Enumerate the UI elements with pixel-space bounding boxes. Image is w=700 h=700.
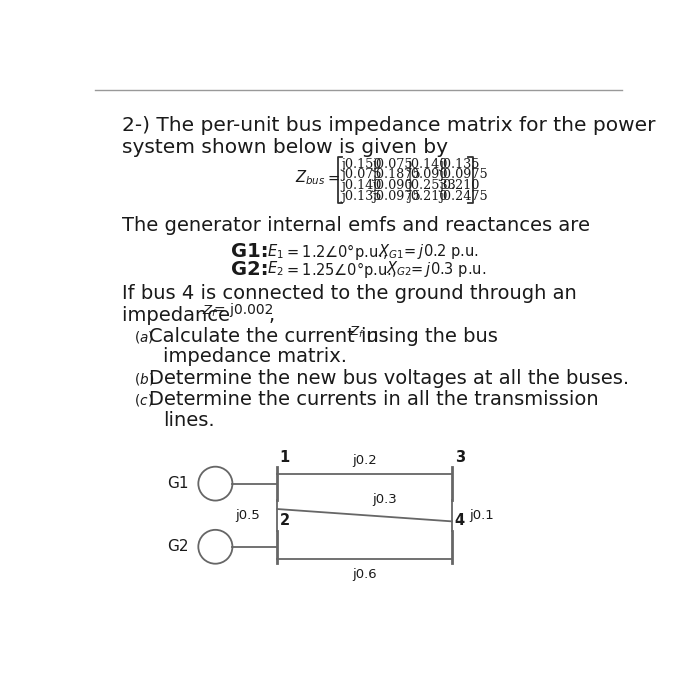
- Text: 3: 3: [455, 450, 465, 466]
- Text: If bus 4 is connected to the ground through an: If bus 4 is connected to the ground thro…: [122, 284, 577, 303]
- Text: j0.140: j0.140: [407, 158, 447, 171]
- Text: j0.210: j0.210: [440, 179, 480, 192]
- Text: Determine the currents in all the transmission: Determine the currents in all the transm…: [148, 391, 598, 409]
- Text: G1: G1: [167, 476, 189, 491]
- Text: j0.0975: j0.0975: [372, 190, 421, 203]
- Text: G2: G2: [167, 539, 189, 554]
- Text: 2-) The per-unit bus impedance matrix for the power: 2-) The per-unit bus impedance matrix fo…: [122, 116, 656, 135]
- Text: 4: 4: [455, 513, 465, 528]
- Text: Calculate the current in: Calculate the current in: [148, 326, 385, 346]
- Text: j0.0975: j0.0975: [440, 169, 488, 181]
- Text: j0.090: j0.090: [372, 179, 413, 192]
- Text: j0.2475: j0.2475: [440, 190, 488, 203]
- Text: impedance matrix.: impedance matrix.: [163, 347, 347, 366]
- Text: j0.075: j0.075: [342, 169, 382, 181]
- Text: j0.090: j0.090: [407, 169, 447, 181]
- Text: j0.135: j0.135: [342, 190, 382, 203]
- Text: $Z_f$: $Z_f$: [349, 325, 365, 340]
- Text: j0.150: j0.150: [342, 158, 382, 171]
- Text: 2: 2: [280, 513, 290, 528]
- Text: $X_{G1}$: $X_{G1}$: [378, 242, 404, 260]
- Text: G1:: G1:: [231, 242, 268, 261]
- Text: $E_2$: $E_2$: [267, 260, 284, 279]
- Text: $X_{G2}$: $X_{G2}$: [386, 260, 412, 279]
- Text: $= j0.2$ p.u.: $= j0.2$ p.u.: [400, 242, 478, 261]
- Text: $_{(a)}$: $_{(a)}$: [134, 326, 154, 346]
- Text: j0.5: j0.5: [235, 509, 260, 522]
- Text: j0.1: j0.1: [469, 509, 493, 522]
- Text: j0.140: j0.140: [342, 179, 382, 192]
- Text: impedance: impedance: [122, 306, 237, 325]
- Text: lines.: lines.: [163, 412, 215, 430]
- Text: $_{(b)}$: $_{(b)}$: [134, 369, 155, 388]
- Text: j0.075: j0.075: [372, 158, 413, 171]
- Text: $=1.25\angle0°$p.u.,: $=1.25\angle0°$p.u.,: [284, 260, 397, 279]
- Text: j0.1875: j0.1875: [372, 169, 421, 181]
- Text: =: =: [328, 170, 340, 186]
- Text: Determine the new bus voltages at all the buses.: Determine the new bus voltages at all th…: [148, 369, 629, 388]
- Text: $_{(c)}$: $_{(c)}$: [134, 391, 153, 409]
- Text: $= j0.3$ p.u.: $= j0.3$ p.u.: [408, 260, 486, 279]
- Text: $Z_{bus}$: $Z_{bus}$: [295, 169, 326, 188]
- Text: ,: ,: [268, 306, 274, 325]
- Text: $E_1$: $E_1$: [267, 242, 284, 260]
- Text: j0.6: j0.6: [352, 568, 377, 581]
- Text: G2:: G2:: [231, 260, 268, 279]
- Text: j0.3: j0.3: [372, 493, 397, 506]
- Text: using the bus: using the bus: [360, 326, 498, 346]
- Text: $Z_f$: $Z_f$: [202, 304, 218, 318]
- Text: j0.135: j0.135: [440, 158, 480, 171]
- Text: The generator internal emfs and reactances are: The generator internal emfs and reactanc…: [122, 216, 590, 235]
- Text: $=1.2\angle0°$p.u.,: $=1.2\angle0°$p.u.,: [284, 242, 388, 262]
- Text: 1: 1: [280, 450, 290, 466]
- Text: = j0.002: = j0.002: [214, 304, 273, 318]
- Text: j0.2: j0.2: [352, 454, 377, 468]
- Text: j0.210: j0.210: [407, 190, 447, 203]
- Text: j0.2533: j0.2533: [407, 179, 456, 192]
- Text: system shown below is given by: system shown below is given by: [122, 138, 449, 157]
